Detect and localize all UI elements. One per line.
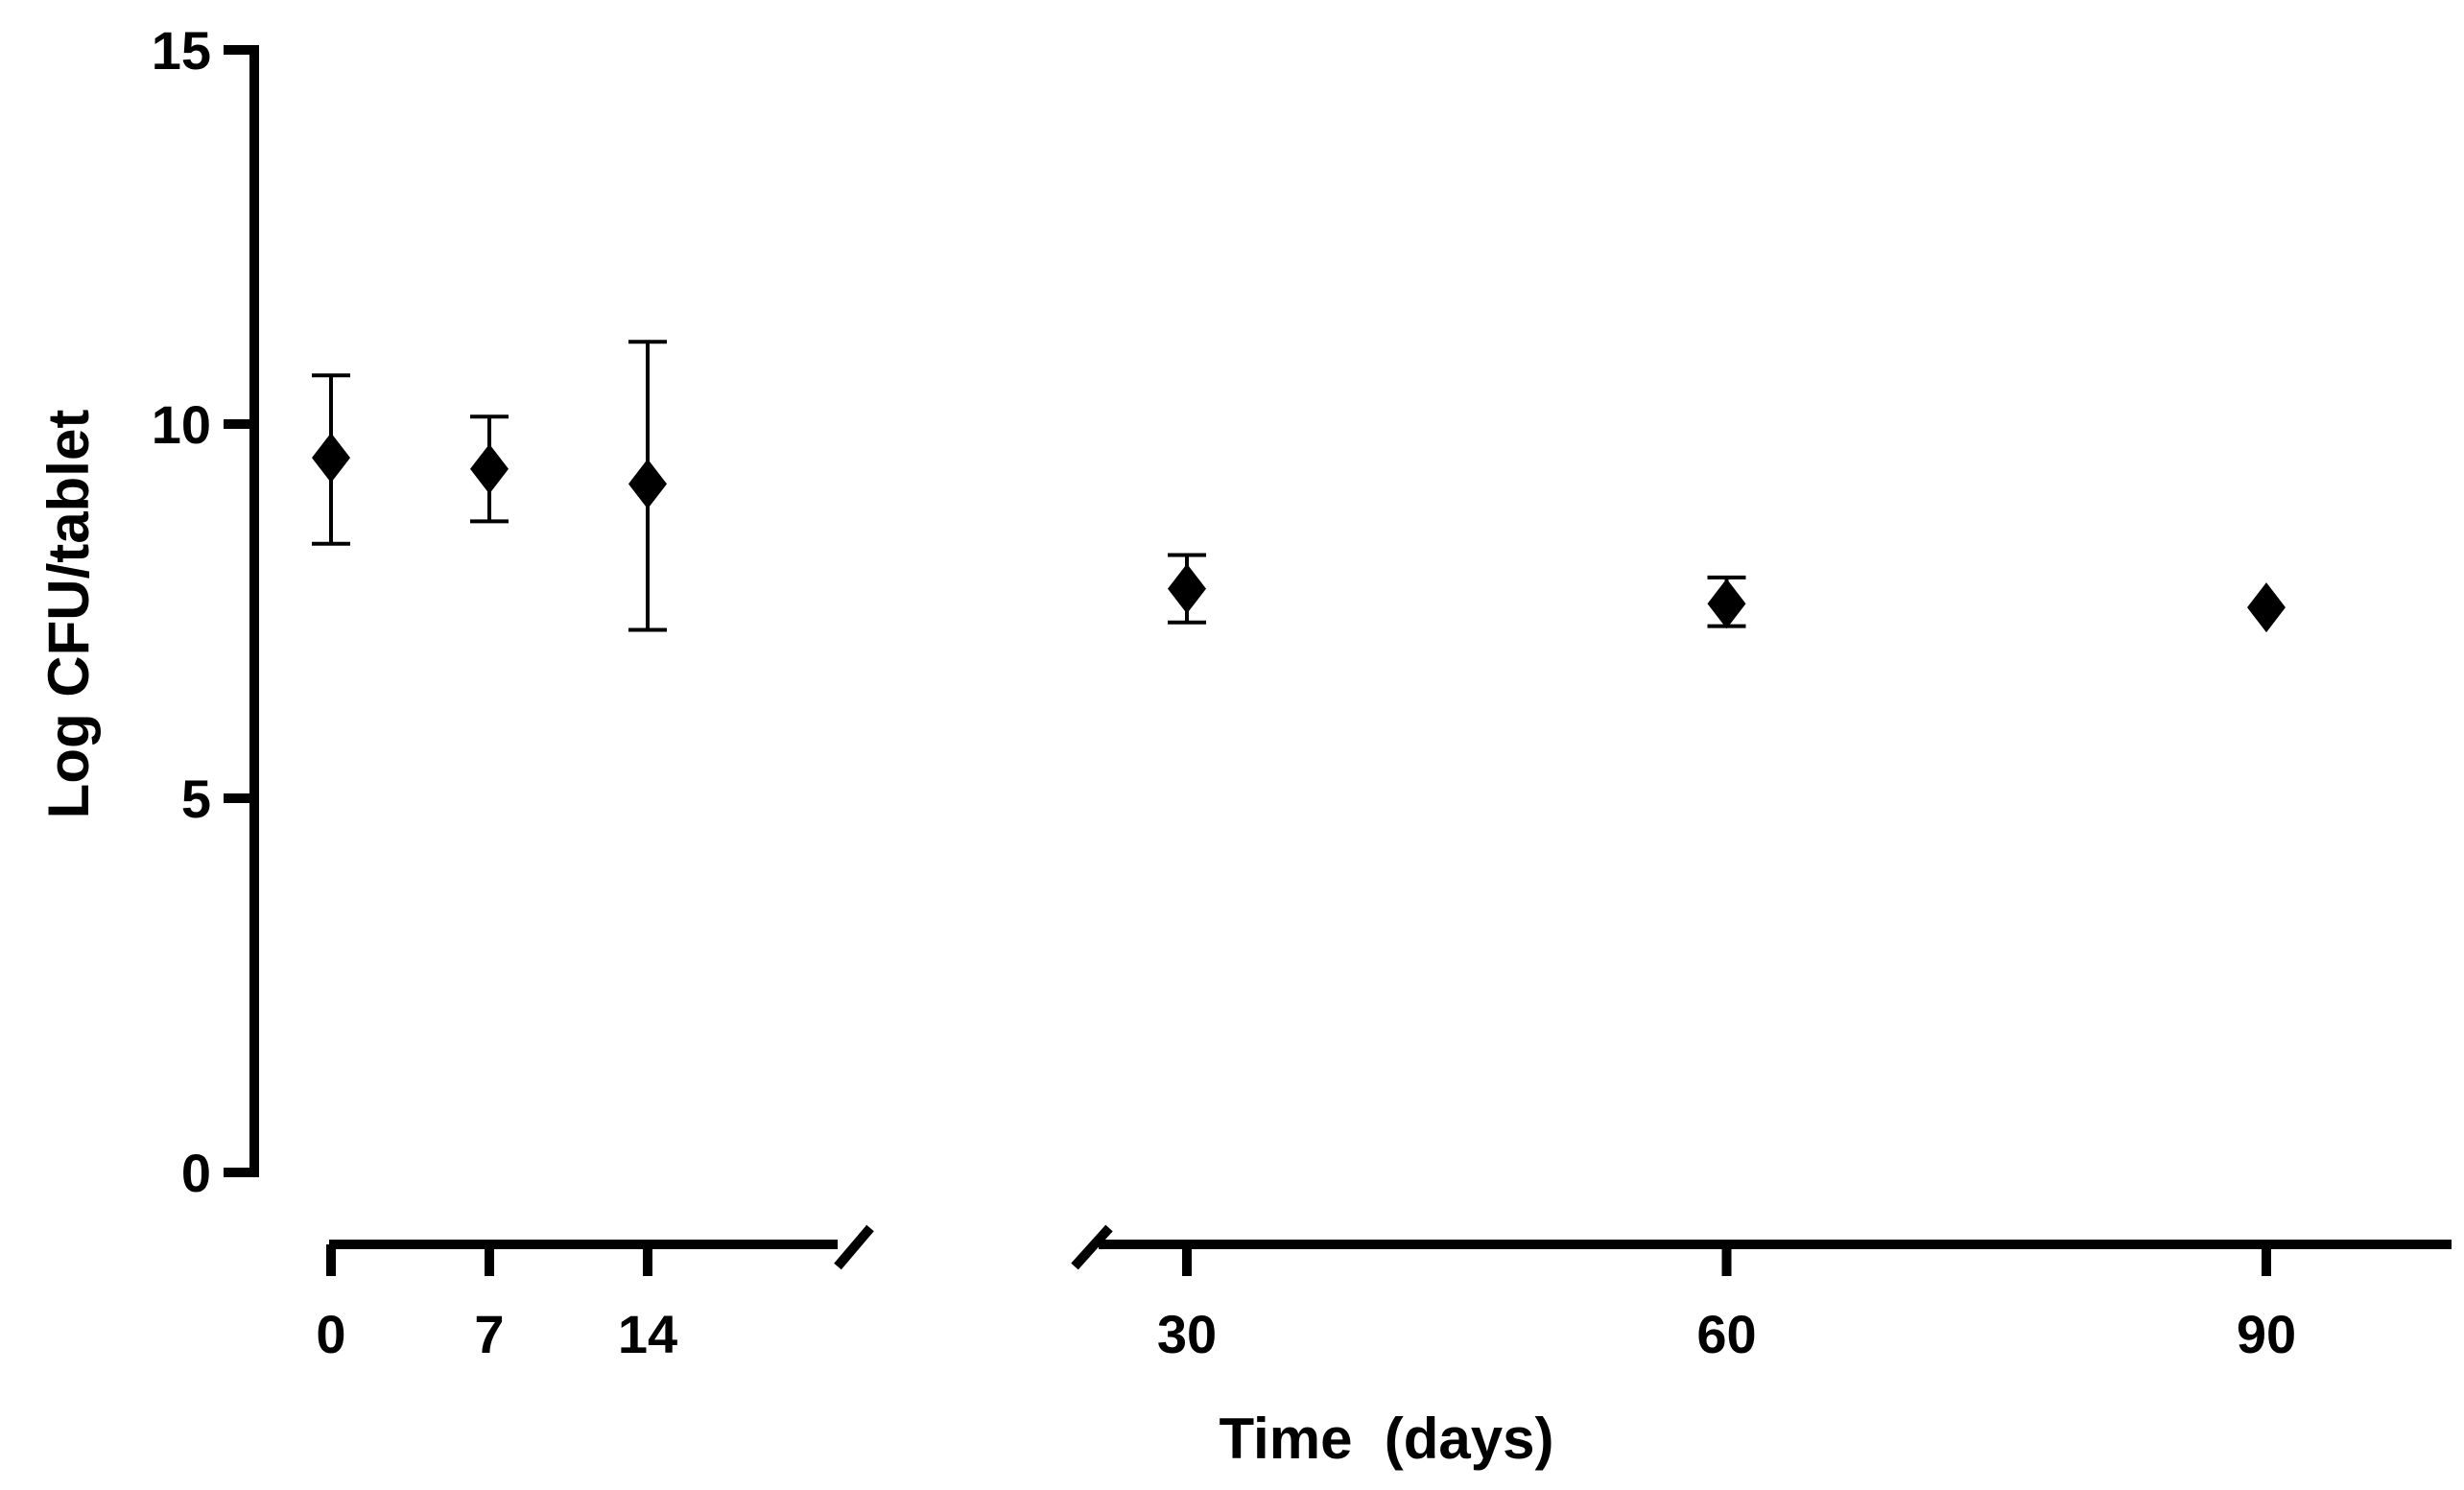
x-tick-label: 90 [2237, 1304, 2296, 1364]
y-tick-label: 10 [152, 394, 211, 455]
y-tick-label: 0 [181, 1143, 211, 1203]
y-axis-title: Log CFU/tablet [36, 410, 101, 819]
axis-break-mark [1071, 1224, 1113, 1270]
data-points [312, 340, 2286, 633]
data-point-diamond [2247, 582, 2286, 633]
data-point-diamond [312, 433, 350, 484]
data-point-diamond [1707, 579, 1746, 629]
y-tick-label: 15 [152, 20, 211, 81]
x-axis: 0 7 14 30 60 90 [316, 1224, 2452, 1364]
x-tick-label: 0 [316, 1304, 345, 1364]
y-axis: 0 5 10 15 [152, 20, 259, 1203]
axis-break-mark [834, 1224, 874, 1270]
data-point-diamond [1168, 563, 1206, 614]
x-axis-title: Time (days) [1219, 1407, 1553, 1471]
data-point-diamond [628, 459, 667, 509]
x-tick-label: 7 [474, 1304, 504, 1364]
x-tick-label: 60 [1696, 1304, 1756, 1364]
x-tick-label: 30 [1157, 1304, 1217, 1364]
data-point-diamond [469, 443, 509, 494]
x-tick-label: 14 [618, 1304, 677, 1364]
y-tick-label: 5 [181, 769, 211, 829]
